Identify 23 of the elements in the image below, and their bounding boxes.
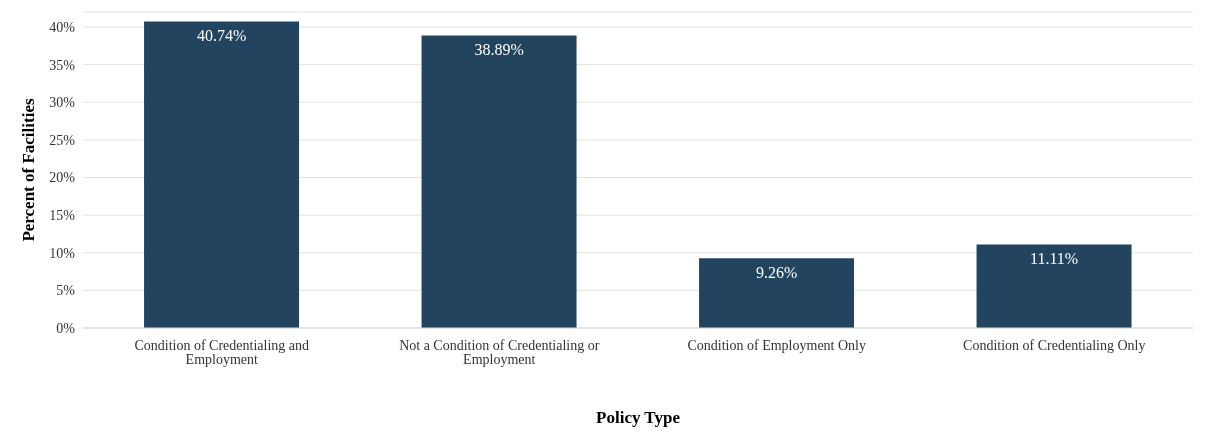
y-tick-label: 20% — [49, 170, 76, 186]
x-tick-label: Not a Condition of Credentialing or Employment — [399, 337, 600, 367]
bar — [144, 21, 300, 328]
x-tick-label: Condition of Credentialing Only — [963, 337, 1146, 353]
x-tick-label: Condition of Credentialing and Employment — [134, 337, 310, 367]
data-label: 40.74% — [196, 26, 247, 44]
y-axis-title: Percent of Facilities — [19, 98, 39, 242]
x-axis-title: Policy Type — [596, 408, 681, 427]
data-label: 11.11% — [1029, 249, 1079, 267]
y-tick-label: 10% — [49, 245, 76, 261]
bar — [421, 35, 577, 328]
bar — [699, 258, 855, 328]
y-tick-label: 25% — [49, 132, 76, 148]
y-tick-label: 35% — [49, 57, 76, 73]
y-tick-label: 40% — [49, 20, 76, 36]
data-label: 38.89% — [474, 40, 524, 58]
x-tick-label: Condition of Employment Only — [687, 337, 866, 353]
data-label: 9.26% — [755, 263, 798, 281]
y-tick-label: 15% — [49, 208, 76, 224]
bar — [976, 244, 1132, 328]
y-tick-label: 0% — [56, 320, 76, 336]
y-tick-label: 5% — [56, 283, 76, 299]
y-tick-label: 30% — [49, 95, 76, 111]
